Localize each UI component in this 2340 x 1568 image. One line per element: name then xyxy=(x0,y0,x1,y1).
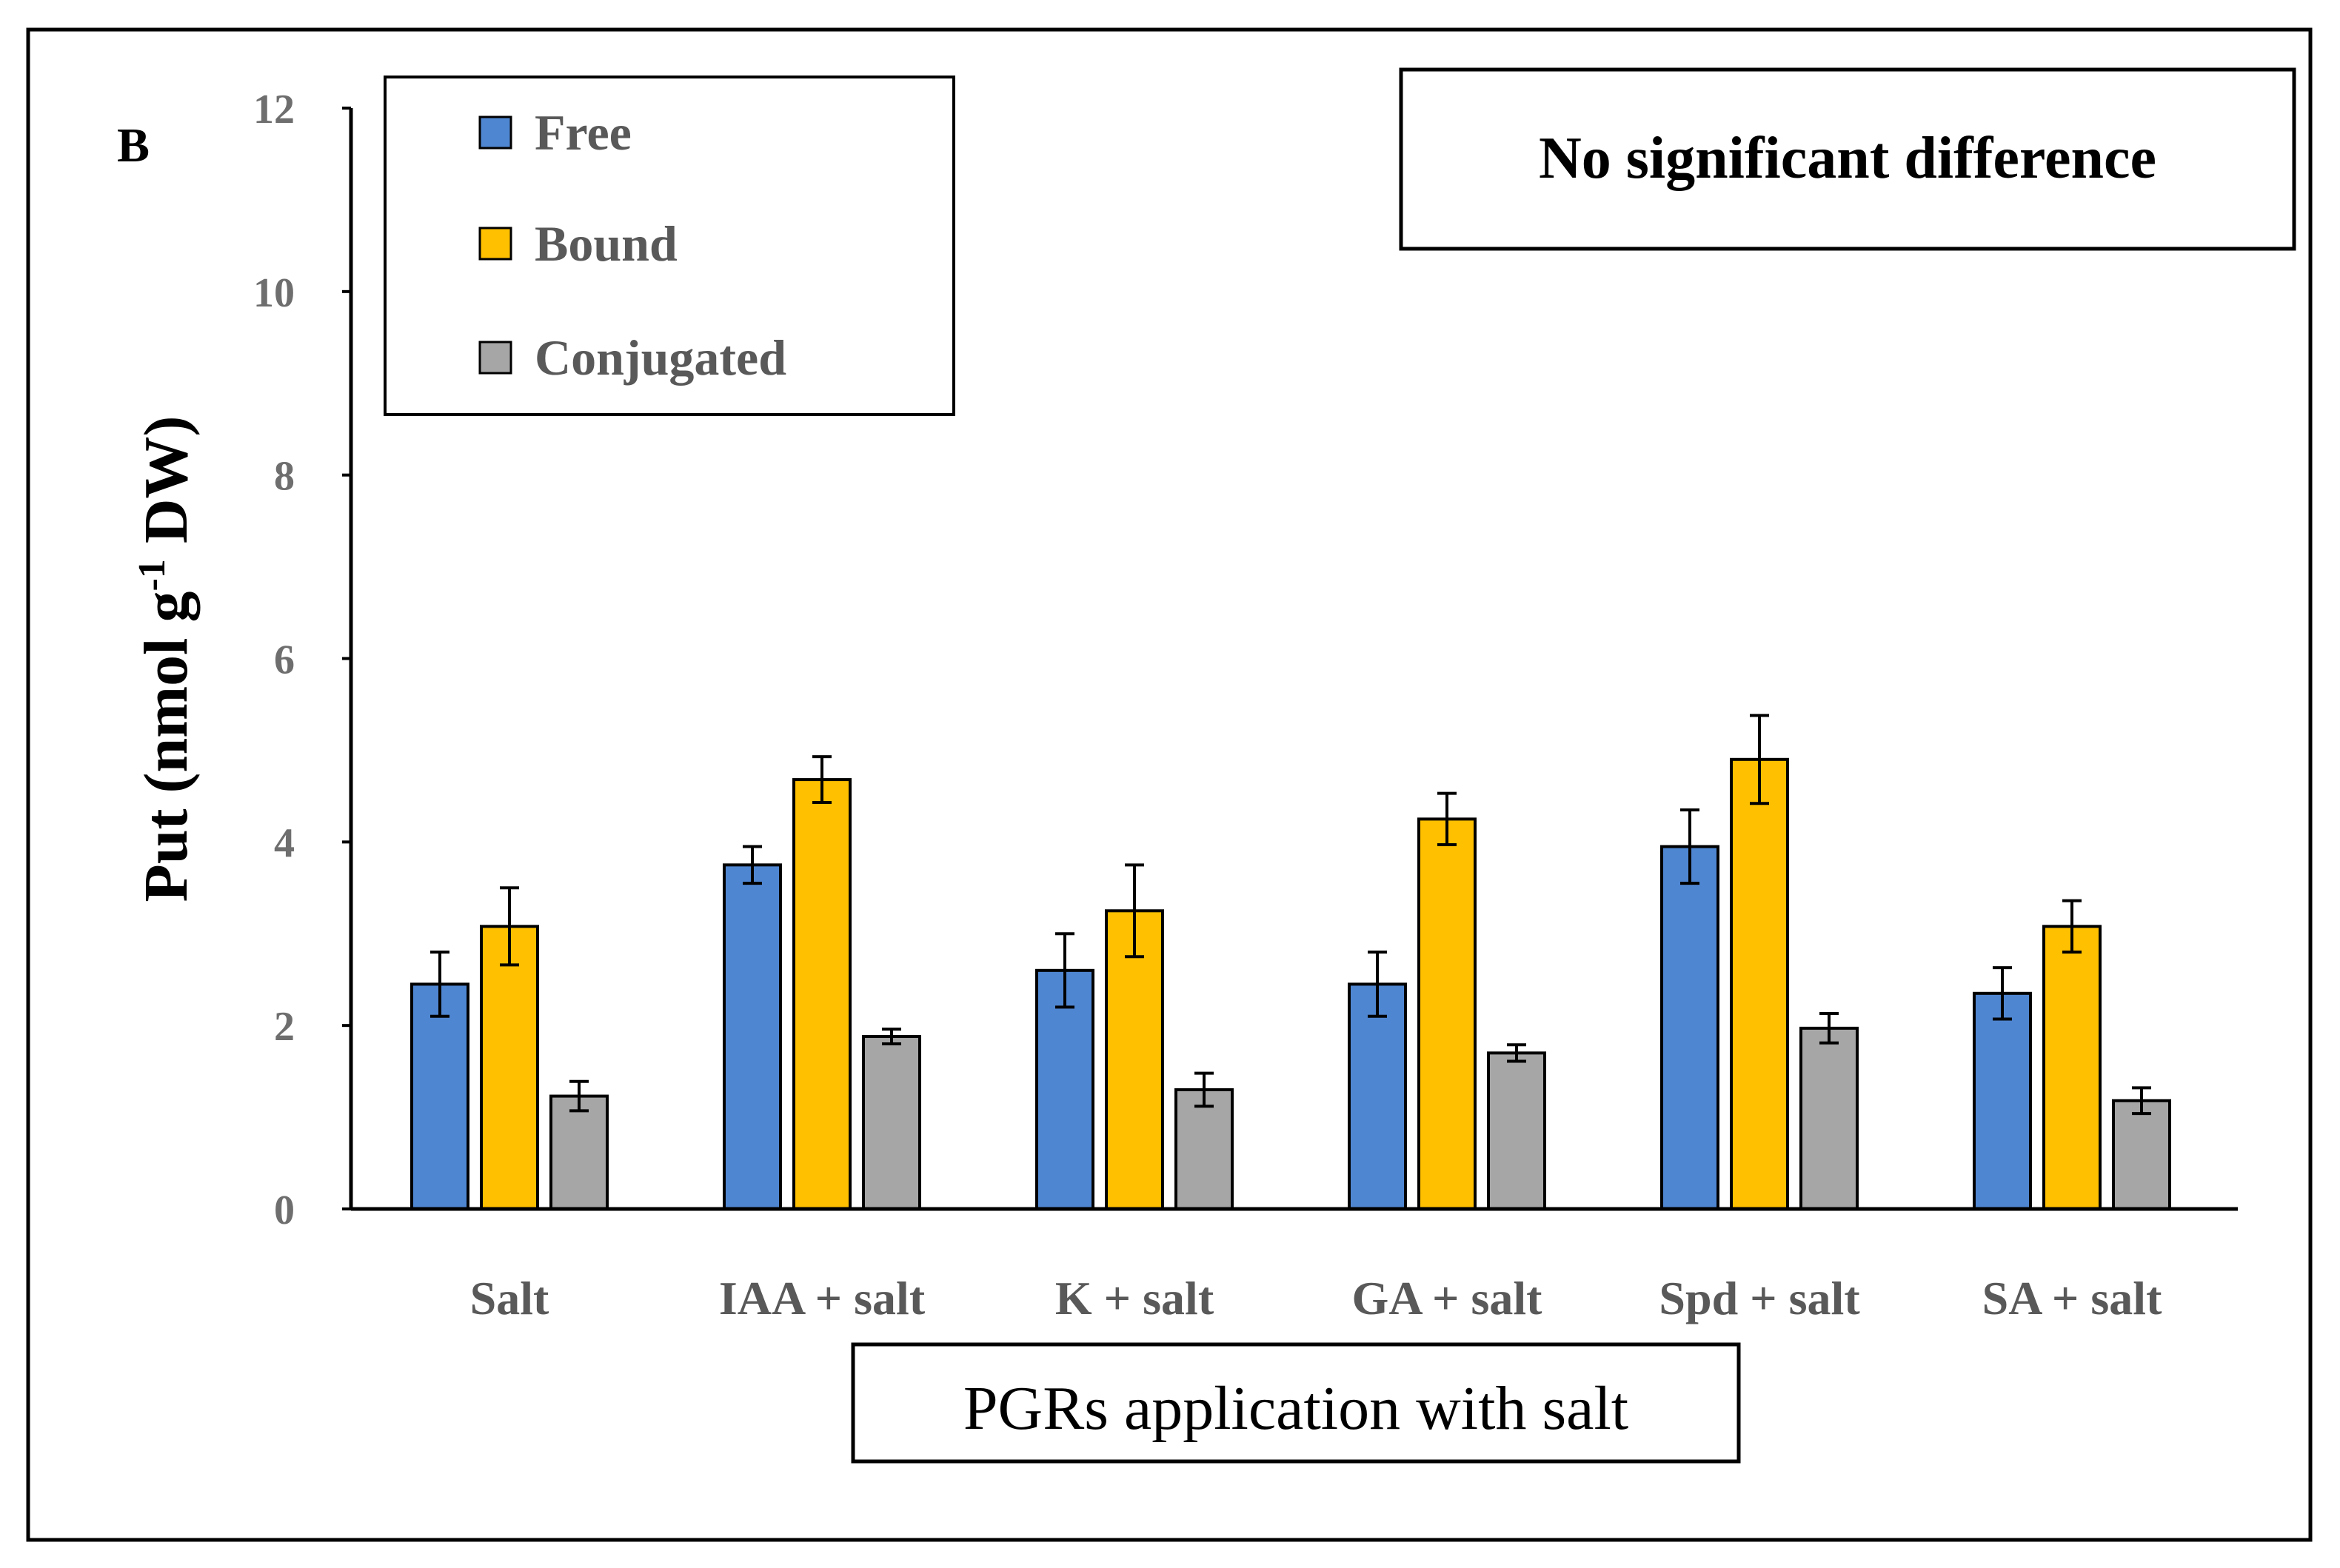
y-tick-label: 8 xyxy=(274,454,295,500)
legend-label-free: Free xyxy=(535,104,632,161)
bar-bound xyxy=(1730,757,1789,1210)
x-axis-categories: Salt IAA + salt K + salt GA + salt Spd + sal… xyxy=(470,1272,2162,1324)
bar-conjugated xyxy=(862,1035,921,1210)
y-tick-label: 4 xyxy=(274,820,295,866)
y-axis-title-superscript: -1 xyxy=(131,559,173,591)
legend-swatch-conjugated xyxy=(478,341,512,375)
bar-free xyxy=(723,863,782,1210)
legend: Free Bound Conjugated xyxy=(384,76,955,416)
x-axis-title: PGRs application with salt xyxy=(963,1374,1628,1443)
y-axis-title-tail: DW) xyxy=(132,416,201,560)
x-axis-title-group: PGRs application with salt xyxy=(851,1342,1741,1464)
x-category-label: Spd + salt xyxy=(1659,1272,1860,1324)
bar-free xyxy=(1660,845,1719,1210)
bar-conjugated xyxy=(1487,1051,1546,1211)
y-tick-label: 0 xyxy=(274,1187,295,1233)
significance-note: No significant difference xyxy=(1399,67,2296,251)
bar-conjugated xyxy=(549,1094,609,1211)
bar-series-group xyxy=(410,714,2171,1211)
y-tick-label: 10 xyxy=(253,270,295,316)
bar-bound xyxy=(1417,817,1477,1210)
bar-bound xyxy=(2042,925,2102,1210)
legend-swatch-bound xyxy=(478,227,512,261)
y-tick-label: 12 xyxy=(253,87,295,133)
y-axis-title: Put (nmol g-1 DW) xyxy=(131,416,201,902)
bar-conjugated xyxy=(2112,1099,2171,1210)
y-tick-label: 6 xyxy=(274,637,295,683)
bar-free xyxy=(410,982,469,1210)
y-axis-ticks: 0 2 4 6 8 10 12 xyxy=(253,87,351,1233)
bar-bound xyxy=(480,925,539,1210)
y-tick-label: 2 xyxy=(274,1004,295,1050)
x-category-label: Salt xyxy=(470,1272,549,1324)
bar-free xyxy=(1035,968,1094,1210)
bar-free xyxy=(1348,982,1407,1210)
x-category-label: GA + salt xyxy=(1352,1272,1543,1324)
bar-free xyxy=(1973,991,2032,1210)
x-category-label: IAA + salt xyxy=(719,1272,926,1324)
y-axis-title-main: Put (nmol g xyxy=(132,591,201,902)
significance-note-text: No significant difference xyxy=(1539,126,2156,191)
panel-label: B xyxy=(117,118,150,172)
legend-label-conjugated: Conjugated xyxy=(535,329,786,386)
legend-label-bound: Bound xyxy=(535,215,678,272)
x-category-label: SA + salt xyxy=(1982,1272,2162,1324)
significance-note-box xyxy=(1399,67,2296,251)
x-axis-title-box xyxy=(851,1342,1741,1464)
x-category-label: K + salt xyxy=(1055,1272,1214,1324)
legend-swatch-free xyxy=(478,115,512,150)
bar-bound xyxy=(792,778,852,1210)
bar-conjugated xyxy=(1799,1026,1859,1210)
